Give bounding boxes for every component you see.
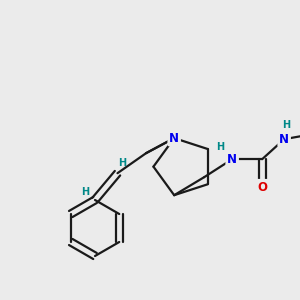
Text: H: H bbox=[216, 142, 224, 152]
Text: N: N bbox=[279, 133, 289, 146]
Text: H: H bbox=[118, 158, 127, 168]
Text: H: H bbox=[81, 187, 89, 197]
Text: H: H bbox=[282, 120, 290, 130]
Text: N: N bbox=[227, 153, 237, 166]
Text: O: O bbox=[257, 181, 267, 194]
Text: N: N bbox=[169, 132, 179, 145]
